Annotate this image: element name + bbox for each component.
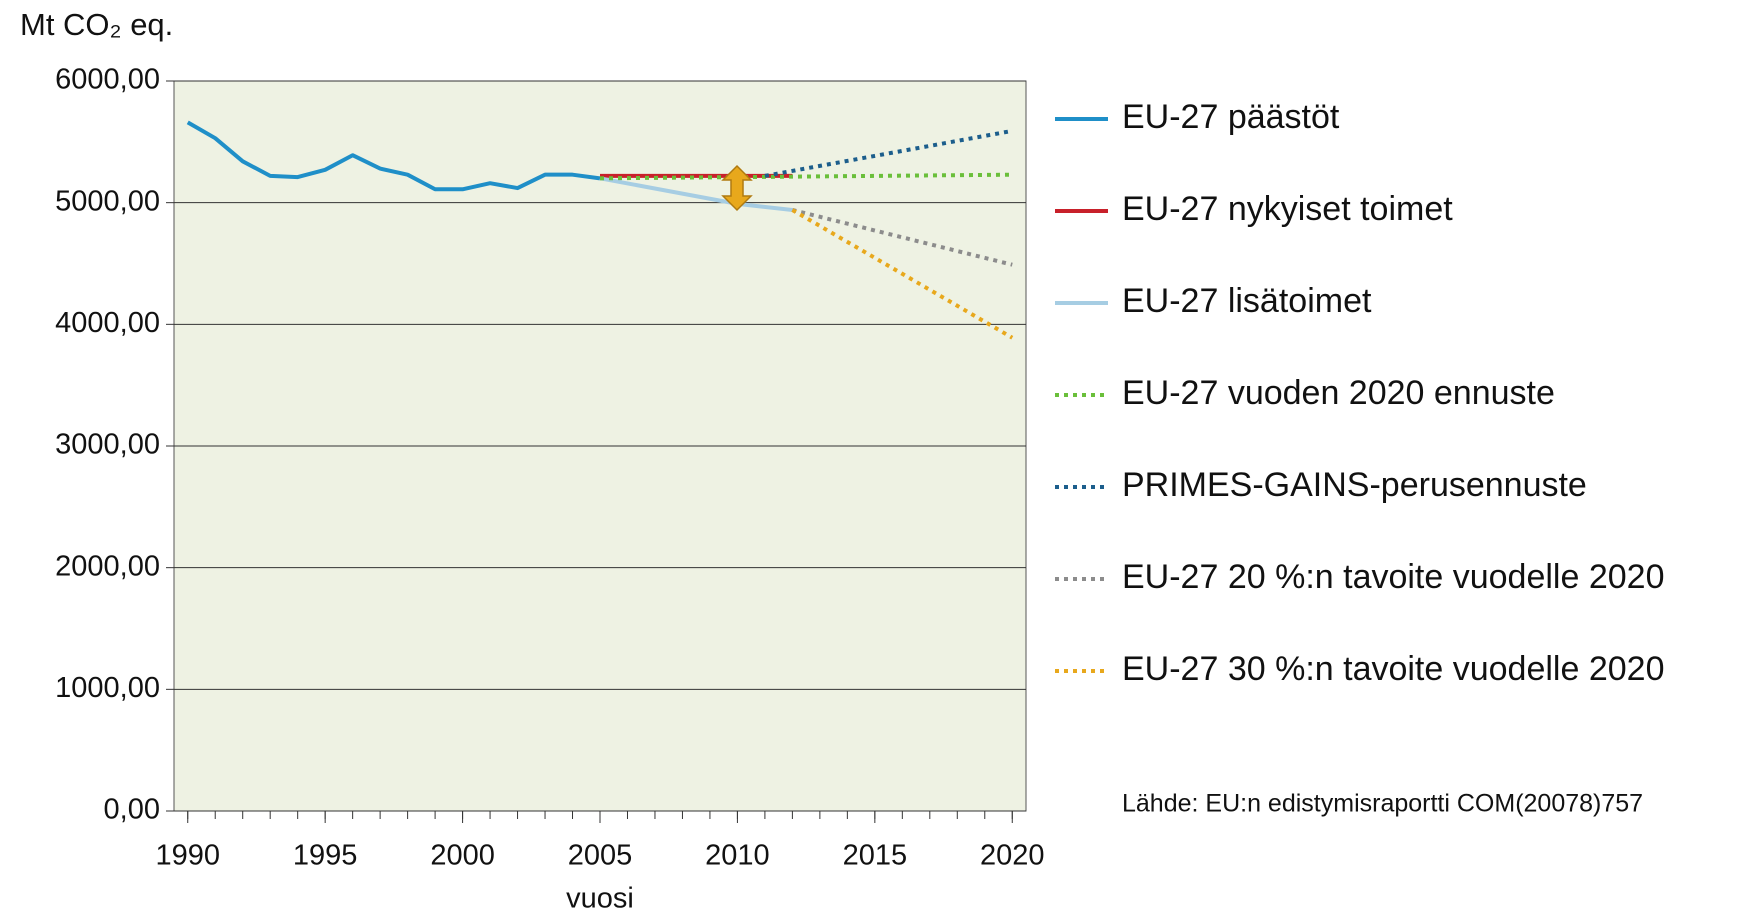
legend-label: EU-27 30 %:n tavoite vuodelle 2020 [1122, 650, 1664, 688]
gap-arrow [721, 164, 753, 212]
x-tick-label: 2005 [568, 840, 633, 872]
series-line [764, 128, 1013, 178]
y-tick-label: 3000,00 [55, 429, 160, 461]
y-tick-label: 0,00 [104, 794, 160, 826]
y-tick-label: 2000,00 [55, 550, 160, 582]
x-tick-label: 2020 [980, 840, 1045, 872]
series-line [599, 172, 1013, 181]
x-axis-label: vuosi [566, 883, 634, 915]
y-tick-label: 1000,00 [55, 672, 160, 704]
legend-label: EU-27 vuoden 2020 ennuste [1122, 374, 1555, 412]
source-note: Lähde: EU:n edistymisraportti COM(20078)… [1122, 790, 1643, 818]
x-tick-label: 2015 [843, 840, 908, 872]
y-tick-label: 5000,00 [55, 185, 160, 217]
x-tick-label: 2000 [430, 840, 495, 872]
y-tick-label: 6000,00 [55, 64, 160, 96]
legend-label: EU-27 20 %:n tavoite vuodelle 2020 [1122, 558, 1664, 596]
x-tick-label: 2010 [705, 840, 770, 872]
x-tick-label: 1990 [155, 840, 220, 872]
series-line [791, 208, 1013, 267]
legend-label: PRIMES-GAINS-perusennuste [1122, 466, 1587, 504]
legend-label: EU-27 lisätoimet [1122, 282, 1372, 320]
grid [166, 80, 1026, 823]
series-line [186, 120, 601, 192]
legend-label: EU-27 päästöt [1122, 98, 1340, 136]
y-tick-label: 4000,00 [55, 307, 160, 339]
lines [186, 120, 1014, 340]
legend-label: EU-27 nykyiset toimet [1122, 190, 1453, 228]
x-tick-label: 1995 [293, 840, 358, 872]
y-axis-label: Mt CO₂ eq. [20, 7, 173, 42]
series-line [791, 208, 1014, 340]
